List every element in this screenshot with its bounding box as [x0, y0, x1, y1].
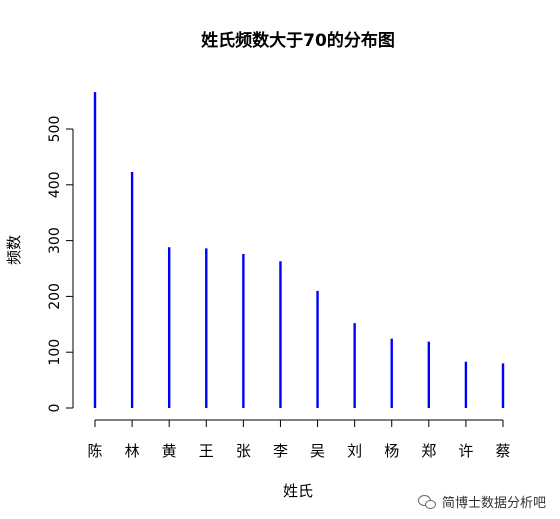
x-axis-ticks — [94, 420, 504, 427]
x-tick-label: 王 — [199, 442, 214, 460]
x-tick-label: 蔡 — [495, 442, 510, 460]
x-tick-label: 林 — [125, 442, 140, 460]
x-tick-label: 陈 — [87, 442, 102, 460]
chart-title: 姓氏频数大于70的分布图 — [201, 30, 395, 51]
x-axis-title: 姓氏 — [283, 482, 313, 500]
y-axis-ticks: 0 100 200 300 400 500 — [47, 116, 73, 413]
x-tick-label: 吴 — [310, 442, 325, 460]
y-axis-title: 频数 — [5, 235, 23, 265]
x-tick-label: 李 — [273, 442, 288, 460]
x-tick-label: 郑 — [421, 442, 436, 460]
y-tick-label: 100 — [47, 339, 63, 366]
y-tick-label: 500 — [47, 116, 63, 143]
y-tick-label: 300 — [47, 227, 63, 254]
x-axis-labels: 陈林黄王张李吴刘杨郑许蔡 — [87, 442, 510, 460]
y-tick-label: 0 — [47, 404, 63, 413]
wechat-icon — [417, 494, 436, 509]
x-tick-label: 许 — [458, 442, 473, 460]
bars — [93, 92, 505, 408]
watermark-text: 简博士数据分析吧 — [441, 496, 546, 511]
x-tick-label: 杨 — [384, 442, 399, 460]
x-tick-label: 黄 — [162, 442, 177, 460]
watermark: 简博士数据分析吧 — [417, 492, 546, 511]
y-tick-label: 200 — [47, 283, 63, 310]
x-tick-label: 刘 — [347, 442, 362, 460]
x-tick-label: 张 — [236, 442, 251, 460]
y-tick-label: 400 — [47, 171, 63, 198]
